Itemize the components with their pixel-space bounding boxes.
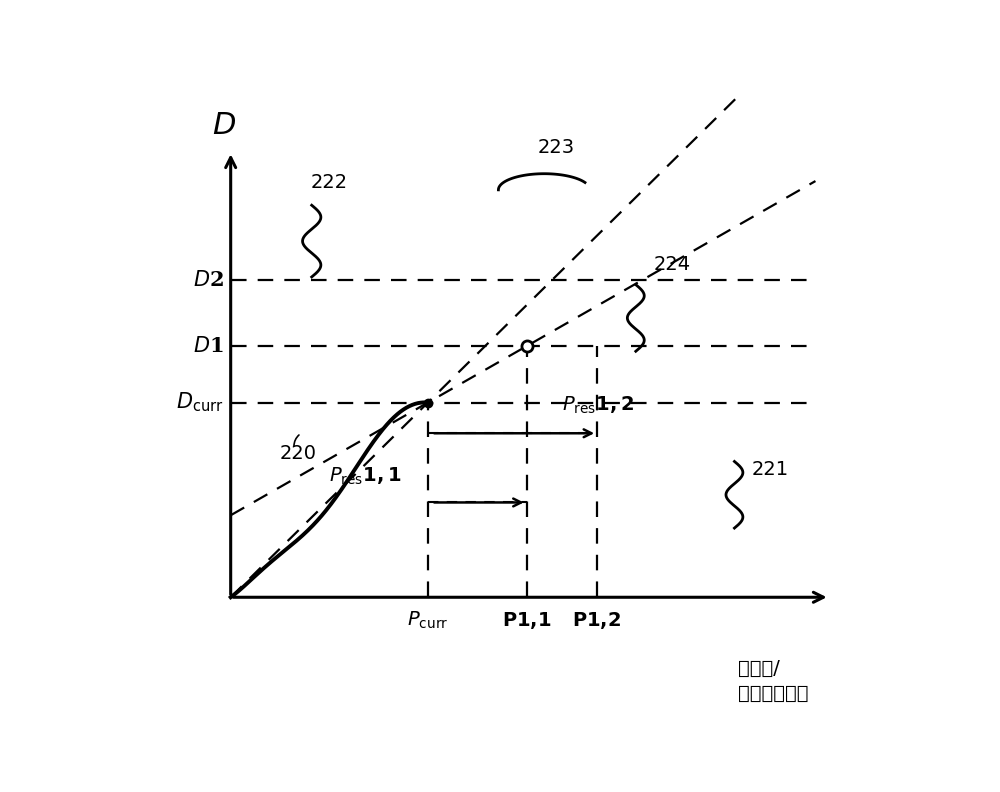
Text: 224: 224 bbox=[653, 255, 691, 274]
Text: 222: 222 bbox=[311, 173, 348, 192]
Text: 221: 221 bbox=[752, 459, 789, 478]
Text: $\mathbf{\mathit{P}}_{\mathrm{res}}$$\mathbf{1,2}$: $\mathbf{\mathit{P}}_{\mathrm{res}}$$\ma… bbox=[562, 394, 634, 416]
Text: $\mathbf{\mathit{P}}_{\mathrm{res}}$$\mathbf{1,1}$: $\mathbf{\mathit{P}}_{\mathrm{res}}$$\ma… bbox=[329, 466, 402, 488]
Text: $\mathbf{\mathit{D}}$1: $\mathbf{\mathit{D}}$1 bbox=[193, 336, 224, 356]
Text: 产生的/: 产生的/ bbox=[738, 659, 780, 678]
Text: $\mathbf{\mathit{D}}$2: $\mathbf{\mathit{D}}$2 bbox=[193, 269, 224, 290]
Text: $\mathbf{P}$1,2: $\mathbf{P}$1,2 bbox=[572, 610, 622, 631]
Text: 220: 220 bbox=[280, 444, 317, 463]
Text: $\mathbf{\mathit{D}}_{\mathrm{curr}}$: $\mathbf{\mathit{D}}_{\mathrm{curr}}$ bbox=[176, 390, 224, 414]
Text: $\mathbf{\mathit{D}}$: $\mathbf{\mathit{D}}$ bbox=[212, 110, 236, 141]
Text: $\mathbf{P}$1,1: $\mathbf{P}$1,1 bbox=[502, 610, 551, 631]
Text: $\mathbf{\mathit{P}}_{\mathrm{curr}}$: $\mathbf{\mathit{P}}_{\mathrm{curr}}$ bbox=[407, 610, 449, 631]
Text: 223: 223 bbox=[537, 138, 574, 157]
Text: 可产生的服务: 可产生的服务 bbox=[738, 684, 808, 703]
